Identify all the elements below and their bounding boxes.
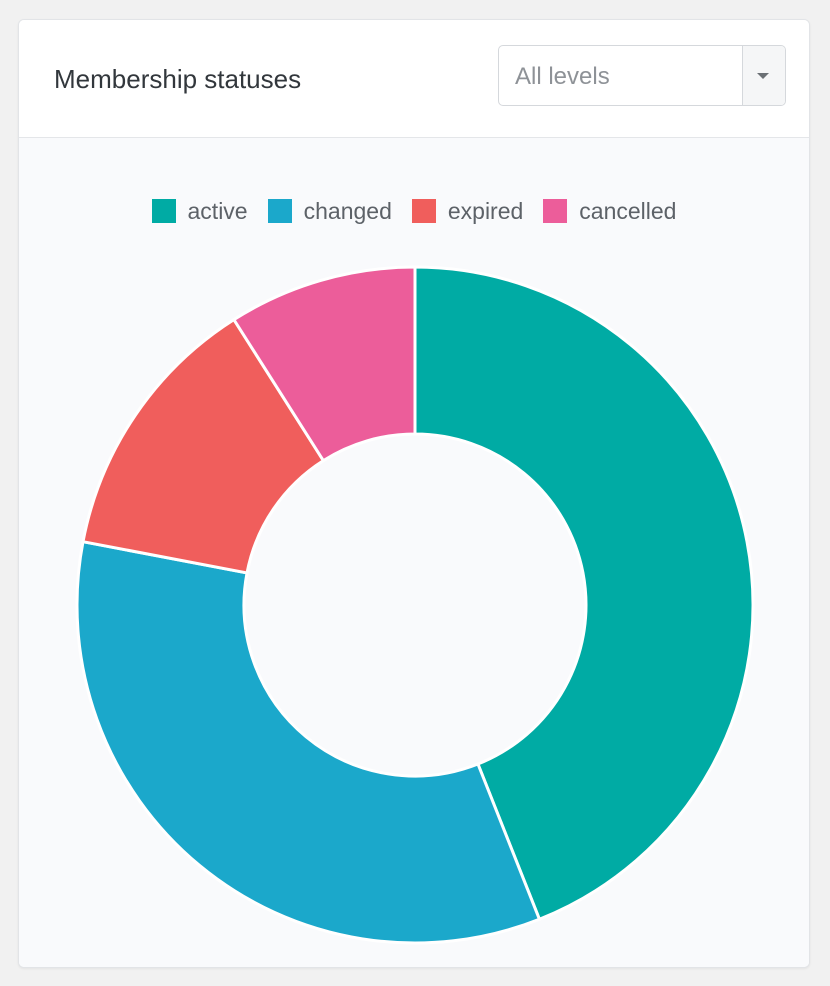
- legend-item-active[interactable]: active: [151, 198, 248, 224]
- level-select-toggle[interactable]: [742, 46, 785, 105]
- legend-swatch-expired: [411, 199, 436, 223]
- legend-swatch-changed: [267, 199, 292, 223]
- donut-chart: [75, 265, 755, 945]
- slice-expired[interactable]: [81, 318, 325, 575]
- legend-swatch-active: [151, 199, 176, 223]
- legend-label-changed: changed: [303, 198, 392, 224]
- chart-area: active changed expired cancelled: [19, 138, 809, 967]
- slice-cancelled[interactable]: [232, 265, 417, 463]
- slice-active[interactable]: [413, 265, 755, 921]
- slice-changed[interactable]: [75, 540, 541, 945]
- legend-swatch-cancelled: [543, 199, 568, 223]
- legend-label-expired: expired: [447, 198, 524, 224]
- legend-item-changed[interactable]: changed: [267, 198, 392, 224]
- card-header: Membership statuses All levels: [19, 20, 809, 138]
- chevron-down-icon: [757, 73, 769, 79]
- membership-statuses-card: Membership statuses All levels active ch…: [18, 19, 810, 968]
- level-select[interactable]: All levels: [498, 45, 786, 106]
- legend-item-expired[interactable]: expired: [411, 198, 524, 224]
- card-title: Membership statuses: [54, 64, 302, 94]
- legend-item-cancelled[interactable]: cancelled: [543, 198, 676, 224]
- level-select-value: All levels: [515, 63, 610, 90]
- legend-label-cancelled: cancelled: [579, 198, 677, 224]
- legend-label-active: active: [187, 198, 248, 224]
- chart-legend: active changed expired cancelled: [19, 198, 809, 224]
